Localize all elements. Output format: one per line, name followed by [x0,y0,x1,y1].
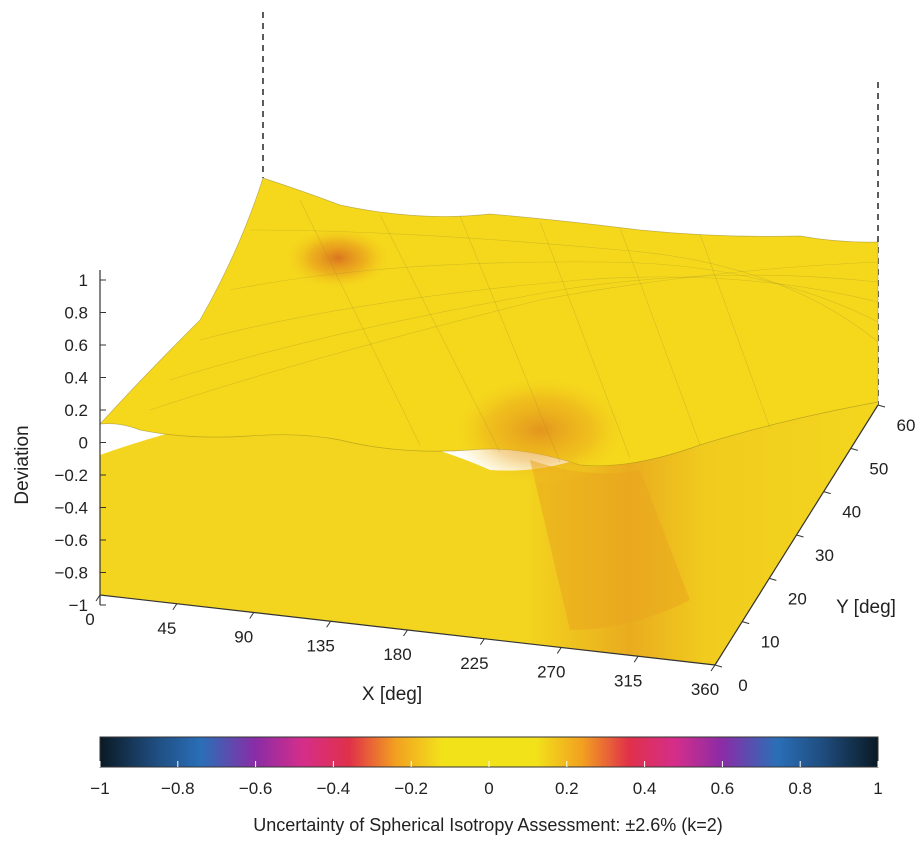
x-tick-label: 45 [157,619,176,638]
z-axis-label: Deviation [12,425,33,504]
y-tick-mark [823,491,831,495]
z-tick-label: −0.2 [54,466,88,485]
colorbar-tick-label: −0.8 [161,779,195,798]
x-tick-label: 180 [383,645,411,664]
x-tick-label: 315 [614,671,642,690]
z-tick-label: 0.8 [64,304,88,323]
y-tick-mark [714,664,723,668]
x-tick-label: 360 [691,680,719,699]
x-tick-mark [95,594,101,602]
z-tick-label: −0.8 [54,564,88,583]
z-tick-label: 0 [79,434,88,453]
z-axis: −1 −0.8 −0.6 −0.4 −0.2 0 0.2 0.4 0.6 0.8 1 Deviati… [12,270,106,615]
y-tick-mark [850,447,858,451]
y-tick-label: 10 [761,633,780,652]
colorbar-tick-label: 1 [873,779,882,798]
y-tick-label: 40 [842,503,861,522]
x-tick-label: 225 [460,654,488,673]
z-tick-label: 1 [79,271,88,290]
colorbar-tick-label: 0.4 [633,779,657,798]
x-tick-label: 90 [234,628,253,647]
colorbar: −1 −0.8 −0.6 −0.4 −0.2 0 0.2 0.4 0.6 0.8 1 [90,736,883,798]
z-tick-label: −0.4 [54,499,88,518]
y-tick-label: 20 [788,589,807,608]
z-tick-label: −1 [69,596,88,615]
lower-surface [100,400,878,665]
x-tick-mark [479,638,485,646]
z-tick-label: 0.6 [64,336,88,355]
x-axis-label: X [deg] [362,684,422,705]
colorbar-tick-label: −0.4 [317,779,351,798]
y-tick-mark [796,534,804,538]
x-axis: 0 45 90 135 180 225 270 315 360 X [deg] [85,594,719,705]
y-axis: 0 10 20 30 40 50 60 Y [deg] [714,404,916,695]
y-tick-label: 60 [897,416,916,435]
y-tick-label: 50 [869,459,888,478]
colorbar-tick-label: −1 [90,779,109,798]
x-tick-mark [556,647,562,654]
upper-surface [99,177,879,485]
x-tick-label: 270 [537,663,565,682]
z-tick-label: −0.6 [54,531,88,550]
x-tick-label: 135 [306,636,334,655]
x-tick-label: 0 [85,610,94,629]
y-tick-label: 0 [738,676,747,695]
colorbar-tick-label: 0.8 [788,779,812,798]
x-tick-mark [172,603,178,611]
colorbar-tick-label: −0.2 [394,779,428,798]
y-tick-mark [742,621,750,625]
y-tick-label: 30 [815,546,834,565]
x-tick-mark [249,612,255,619]
z-tick-label: 0.4 [64,369,88,388]
y-axis-label: Y [deg] [836,597,896,618]
colorbar-tick-label: 0 [484,779,493,798]
x-tick-mark [710,664,716,672]
caption: Uncertainty of Spherical Isotropy Assess… [253,815,723,835]
colorbar-tick-label: 0.6 [711,779,735,798]
x-tick-mark [633,655,639,663]
z-tick-label: 0.2 [64,401,88,420]
colorbar-tick-label: −0.6 [239,779,273,798]
x-tick-mark [326,620,332,628]
x-tick-mark [403,629,408,637]
colorbar-tick-label: 0.2 [555,779,579,798]
y-tick-mark [769,577,777,581]
y-tick-mark [877,404,886,408]
